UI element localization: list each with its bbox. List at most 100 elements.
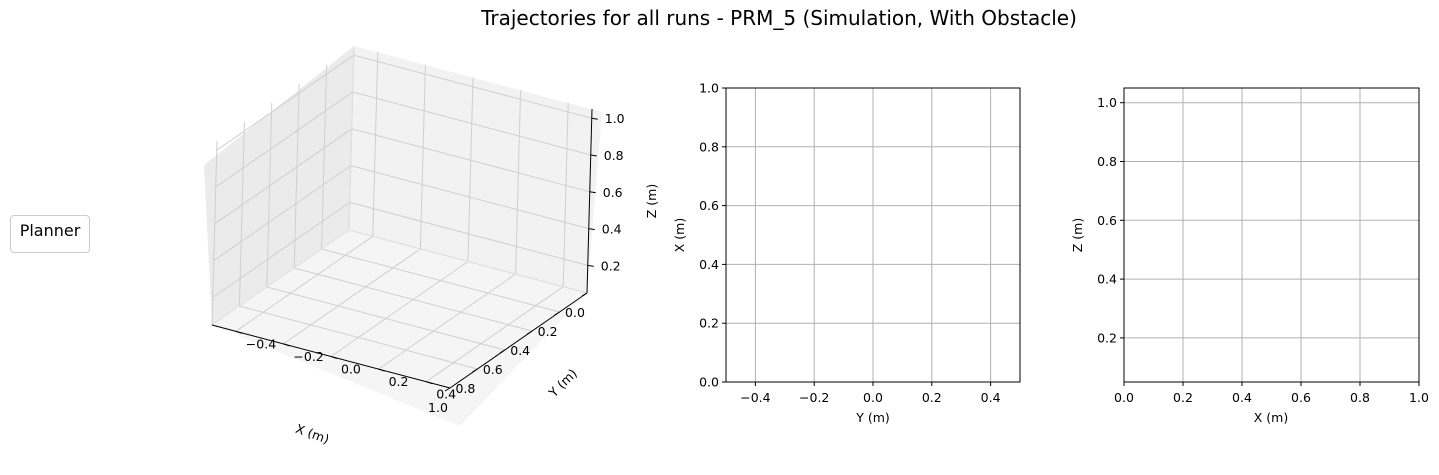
grid-xy: [726, 87, 1020, 383]
tick-label-3d-z: 1.0: [605, 111, 625, 126]
tick-3d-z: [589, 191, 596, 194]
tick-label-3d-x: 0.8: [455, 381, 475, 396]
tick-label-3d-x: 0.2: [538, 324, 558, 339]
tick-label-3d-x: 1.0: [428, 400, 448, 415]
tick-label-3d-z: 0.4: [602, 222, 622, 237]
tick-label-y: 0.0: [699, 375, 719, 390]
gridline-3d-y-floor: [235, 235, 374, 332]
tick-3d-x: [581, 292, 588, 297]
tick-label-y: 0.6: [1097, 213, 1117, 228]
ticks-xy: −0.4 −0.2 0.0 0.2 0.4 0.0 0.2 0.4 0.6 0.8 1.0: [699, 81, 1000, 406]
gridline-3d-z-wall: [212, 201, 351, 298]
tick-3d-y: [330, 356, 338, 359]
gridline-3d-z-back: [350, 165, 589, 230]
tick-label-x: 0.4: [981, 390, 1001, 405]
pane-edge: [348, 45, 355, 231]
y-axis-label-xz: Z (m): [1070, 218, 1085, 252]
gridline-3d-y-wall: [515, 90, 522, 275]
tick-label-x: 0.6: [1291, 390, 1311, 405]
gridline-3d-x-wall: [238, 121, 245, 307]
gridline-3d-y-wall: [419, 64, 426, 249]
gridline-3d-y-wall: [467, 77, 474, 262]
figure-title: Trajectories for all runs - PRM_5 (Simul…: [480, 6, 1077, 30]
gridline-3d-z-wall: [213, 165, 352, 262]
legend: Planner: [10, 215, 90, 253]
gridline-3d-y-floor: [283, 248, 421, 345]
tick-3d-z: [587, 264, 594, 267]
tick-label-3d-y: −0.2: [293, 349, 323, 364]
tick-3d-y: [378, 368, 385, 372]
gridline-3d-y-floor: [378, 273, 516, 370]
pane-edge: [348, 229, 588, 294]
tick-label-3d-x: 0.0: [565, 305, 585, 320]
axes-xz: 0.0 0.2 0.4 0.6 0.8 1.00.20.40.60.81.0 X (m) …: [1070, 87, 1429, 425]
legend-title: Planner: [19, 221, 81, 240]
ticks-xz: 0.0 0.2 0.4 0.6 0.8 1.0 0.2 0.4 0.6 0.8 1.0: [1097, 95, 1429, 405]
tick-label-y: 0.2: [699, 316, 719, 331]
gridline-3d-z-wall: [215, 91, 354, 188]
tick-label-x: 0.4: [1232, 390, 1252, 405]
tick-label-3d-y: −0.4: [246, 336, 276, 351]
x-axis-label-xz: X (m): [1254, 410, 1288, 425]
tick-label-x: −0.4: [740, 390, 770, 405]
tick-label-y: 1.0: [699, 81, 719, 96]
tick-3d-y: [426, 381, 433, 385]
tick-3d-z: [590, 154, 597, 157]
tick-3d-z: [588, 228, 595, 231]
tick-label-y: 0.4: [1097, 272, 1117, 287]
tick-label-3d-x: 0.6: [483, 362, 503, 377]
tick-label-3d-y: 0.0: [341, 362, 361, 377]
x-axis-label-3d: X (m): [294, 421, 332, 447]
axes-frame-xz: [1123, 87, 1420, 383]
tick-3d-z: [591, 117, 598, 120]
tick-3d-x: [444, 387, 451, 392]
gridline-3d-z-wall: [216, 54, 355, 151]
tick-label-y: 0.8: [699, 139, 719, 154]
gridline-3d-x-wall: [293, 83, 300, 269]
tick-label-x: 0.8: [1350, 390, 1370, 405]
tick-3d-y: [235, 330, 242, 334]
gridline-3d-z-back: [352, 91, 591, 156]
gridline-3d-x-wall: [211, 140, 218, 326]
gridline-3d-y-wall: [562, 102, 569, 287]
gridline-3d-z-back: [349, 201, 588, 266]
y-axis-label-3d: Y (m): [545, 366, 580, 401]
gridline-3d-y-wall: [372, 52, 379, 237]
tick-label-3d-y: 0.2: [389, 374, 409, 389]
axes-3d: 0.0 0.2 0.4 0.6 0.8 1.0 −0.4 −0.2 0.0 0.2 0.4 0.2 0.…: [204, 45, 659, 447]
ticks-3d: 0.0 0.2 0.4 0.6 0.8 1.0 −0.4 −0.2 0.0 0.2 0.4 0.2 0.…: [235, 111, 625, 415]
tick-label-3d-z: 0.6: [603, 185, 623, 200]
tick-label-x: 0.2: [1173, 390, 1193, 405]
tick-label-y: 0.8: [1097, 154, 1117, 169]
pane-left: [204, 46, 354, 325]
tick-label-y: 0.4: [699, 257, 719, 272]
gridline-3d-x-wall: [266, 102, 273, 288]
tick-label-y: 1.0: [1097, 95, 1117, 110]
grid-xz: [1123, 88, 1420, 382]
tick-label-3d-y: 0.4: [436, 387, 456, 402]
tick-label-x: −0.2: [799, 390, 829, 405]
axes-xy: −0.4 −0.2 0.0 0.2 0.4 0.0 0.2 0.4 0.6 0.8 1.0 Y (m…: [672, 81, 1021, 425]
tick-label-y: 0.2: [1097, 330, 1117, 345]
gridline-3d-z-wall: [214, 128, 353, 225]
gridline-3d-y-floor: [330, 261, 469, 357]
gridline-3d-z-back: [353, 54, 592, 119]
tick-label-3d-z: 0.2: [601, 258, 621, 273]
y-axis-label-xy: X (m): [672, 218, 687, 252]
tick-3d-x: [472, 368, 478, 373]
x-axis-label-xy: Y (m): [855, 410, 890, 425]
pane-floor: [212, 230, 587, 426]
tick-label-y: 0.6: [699, 198, 719, 213]
tick-label-x: 1.0: [1409, 390, 1429, 405]
pane-edge: [211, 229, 350, 326]
gridline-3d-x-wall: [321, 64, 328, 250]
tick-3d-x: [554, 311, 560, 316]
tick-label-x: 0.2: [922, 390, 942, 405]
tick-label-x: 0.0: [1114, 390, 1134, 405]
gridline-3d-z-back: [351, 128, 590, 193]
tick-label-3d-z: 0.8: [604, 148, 624, 163]
tick-label-3d-x: 0.4: [510, 343, 530, 358]
z-axis-label-3d: Z (m): [644, 184, 659, 218]
tick-3d-x: [499, 349, 506, 354]
